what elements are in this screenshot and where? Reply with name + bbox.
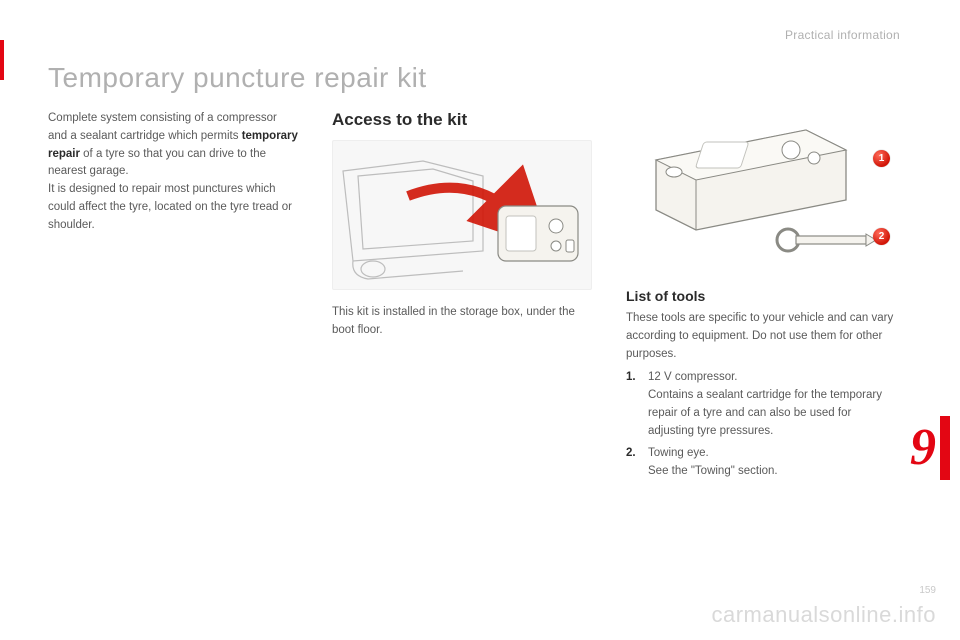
tool-1-title: 12 V compressor. bbox=[648, 371, 737, 383]
tools-illustration bbox=[626, 110, 896, 270]
chapter-bar bbox=[940, 416, 950, 480]
access-heading: Access to the kit bbox=[332, 110, 592, 130]
chapter-number: 9 bbox=[910, 418, 936, 477]
access-column: Access to the kit bbox=[332, 110, 592, 340]
tool-2-desc: See the "Towing" section. bbox=[648, 465, 778, 477]
tools-figure: 1 2 bbox=[626, 110, 896, 270]
callout-2: 2 bbox=[873, 228, 890, 245]
tools-list: 1. 12 V compressor. Contains a sealant c… bbox=[626, 369, 896, 480]
access-caption: This kit is installed in the storage box… bbox=[332, 304, 592, 340]
intro-paragraph-1: Complete system consisting of a compress… bbox=[48, 110, 298, 181]
tool-item-1: 1. 12 V compressor. Contains a sealant c… bbox=[626, 369, 896, 440]
access-figure bbox=[332, 140, 592, 290]
watermark: carmanualsonline.info bbox=[711, 602, 936, 628]
tool-1-desc: Contains a sealant cartridge for the tem… bbox=[648, 389, 882, 437]
tool-item-2: 2. Towing eye. See the "Towing" section. bbox=[626, 445, 896, 481]
intro-p1b: of a tyre so that you can drive to the n… bbox=[48, 148, 266, 178]
header-section-label: Practical information bbox=[785, 28, 900, 42]
tools-column: 1 2 List of tools These tools are specif… bbox=[626, 110, 896, 484]
intro-column: Complete system consisting of a compress… bbox=[48, 110, 298, 235]
tool-2-num: 2. bbox=[626, 445, 636, 463]
page-number: 159 bbox=[919, 585, 936, 596]
tools-intro: These tools are specific to your vehicle… bbox=[626, 310, 896, 363]
tool-2-title: Towing eye. bbox=[648, 447, 709, 459]
access-illustration bbox=[333, 141, 593, 291]
edge-accent-bar bbox=[0, 40, 4, 80]
page-title: Temporary puncture repair kit bbox=[48, 62, 427, 94]
tools-heading: List of tools bbox=[626, 288, 896, 304]
tool-1-num: 1. bbox=[626, 369, 636, 387]
intro-paragraph-2: It is designed to repair most punctures … bbox=[48, 181, 298, 234]
callout-1: 1 bbox=[873, 150, 890, 167]
chapter-badge: 9 bbox=[894, 416, 950, 480]
